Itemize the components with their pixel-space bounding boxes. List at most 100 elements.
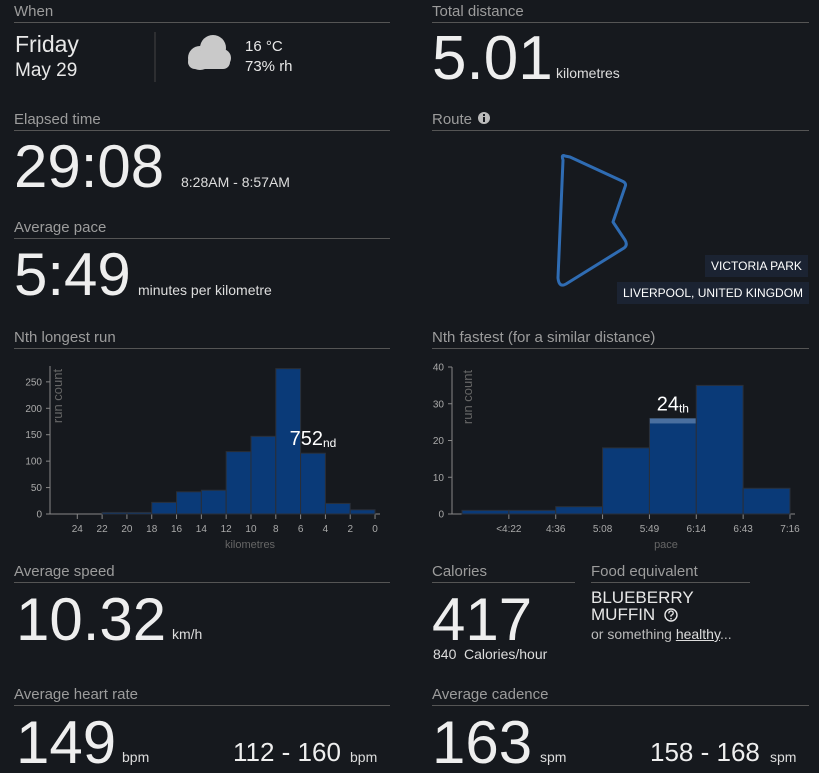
rank-suffix: nd <box>323 436 336 450</box>
heart-rate-unit: bpm <box>122 749 150 765</box>
elapsed-value: 29:08 <box>14 133 165 200</box>
x-tick-label: 8 <box>273 524 279 535</box>
y-tick-label: 200 <box>25 404 42 415</box>
distance-value: 5.01 <box>432 24 553 93</box>
x-tick-label: 5:08 <box>593 524 613 535</box>
x-axis-title: pace <box>654 539 678 551</box>
section-label: Average speed <box>14 563 390 583</box>
y-axis-title: run count <box>460 370 475 425</box>
x-tick-label: 5:49 <box>640 524 660 535</box>
bar <box>300 452 326 515</box>
x-tick-label: 24 <box>72 524 84 535</box>
bar <box>349 509 376 515</box>
bar <box>461 509 510 515</box>
y-tick-label: 100 <box>25 457 42 468</box>
help-icon[interactable] <box>664 608 678 622</box>
x-tick-label: 12 <box>221 524 233 535</box>
rank-annotation: 24th <box>657 393 689 415</box>
x-tick-label: <4:22 <box>496 524 522 535</box>
y-tick-label: 150 <box>25 430 42 441</box>
bar <box>275 368 302 515</box>
bar <box>602 447 650 515</box>
x-tick-label: 6 <box>298 524 304 535</box>
bar <box>200 489 227 515</box>
bar <box>324 502 351 515</box>
pace-value: 5:49 <box>14 241 131 308</box>
x-tick-label: 14 <box>196 524 208 535</box>
section-label: Average pace <box>14 219 390 239</box>
y-tick-label: 40 <box>433 363 445 374</box>
food-alt-prefix: or something <box>591 626 676 642</box>
y-axis-title: run count <box>50 369 65 424</box>
rank-number: 24 <box>657 393 679 415</box>
section-label: Total distance <box>432 3 809 23</box>
bar <box>126 511 153 515</box>
x-tick-label: 16 <box>171 524 183 535</box>
cadence-unit: spm <box>540 749 567 765</box>
cadence-range-unit: spm <box>770 749 797 765</box>
day: Friday <box>15 31 79 57</box>
y-tick-label: 10 <box>433 473 445 484</box>
food-alt: or something healthy... <box>591 626 732 642</box>
distance-unit: kilometres <box>556 65 620 81</box>
bar <box>151 501 178 515</box>
section-label: When <box>14 3 390 23</box>
section-label: Food equivalent <box>591 563 750 583</box>
calories-rate-unit: Calories/hour <box>464 646 548 662</box>
bar <box>555 506 604 515</box>
cadence-range: 158 - 168 <box>650 737 760 767</box>
location-tag: LIVERPOOL, UNITED KINGDOM <box>617 282 810 304</box>
speed-unit: km/h <box>172 626 203 642</box>
bar <box>695 384 744 515</box>
x-tick-label: 10 <box>245 524 257 535</box>
x-tick-label: 6:43 <box>733 524 753 535</box>
bar <box>508 509 557 515</box>
bar-highlight <box>649 418 696 424</box>
rank-suffix: th <box>679 401 689 415</box>
route-path <box>556 154 628 287</box>
bar <box>101 511 128 515</box>
x-tick-label: 18 <box>146 524 158 535</box>
humidity: 73% rh <box>245 58 293 75</box>
x-tick-label: 6:14 <box>687 524 707 535</box>
x-tick-label: 22 <box>97 524 109 535</box>
y-tick-label: 20 <box>433 436 445 447</box>
park-tag: VICTORIA PARK <box>705 255 808 277</box>
y-tick-label: 0 <box>438 510 444 521</box>
section-label: Average cadence <box>432 686 809 706</box>
section-label: Elapsed time <box>14 111 390 131</box>
bar <box>225 451 252 515</box>
bar <box>648 417 697 515</box>
y-tick-label: 50 <box>31 483 43 494</box>
chart-title: Nth longest run <box>14 329 390 349</box>
y-tick-label: 0 <box>36 510 42 521</box>
rank-number: 752 <box>290 428 323 450</box>
section-label: Route <box>432 111 809 131</box>
x-tick-label: 20 <box>121 524 133 535</box>
section-label: Calories <box>432 563 575 583</box>
y-tick-label: 30 <box>433 399 445 410</box>
food-name: BLUEBERRY MUFFIN <box>591 588 694 624</box>
bar <box>250 435 277 515</box>
cadence-value: 163 <box>432 709 533 773</box>
time-range: 8:28AM - 8:57AM <box>181 174 290 190</box>
bar <box>176 491 202 515</box>
heart-rate-range-unit: bpm <box>350 749 378 765</box>
x-tick-label: 2 <box>347 524 353 535</box>
healthy-link[interactable]: healthy <box>675 626 720 642</box>
x-axis-title: kilometres <box>225 539 276 551</box>
x-tick-label: 4 <box>323 524 329 535</box>
pace-unit: minutes per kilometre <box>138 282 272 298</box>
x-tick-label: 4:36 <box>546 524 566 535</box>
x-tick-label: 0 <box>372 524 378 535</box>
temperature: 16 °C <box>245 38 283 55</box>
info-icon[interactable] <box>478 112 490 124</box>
heart-rate-range: 112 - 160 <box>233 737 341 767</box>
calories-rate: 840 <box>433 646 457 662</box>
calories-value: 417 <box>432 586 533 653</box>
date: May 29 <box>15 60 78 81</box>
section-label: Average heart rate <box>14 686 390 706</box>
speed-value: 10.32 <box>16 586 167 653</box>
